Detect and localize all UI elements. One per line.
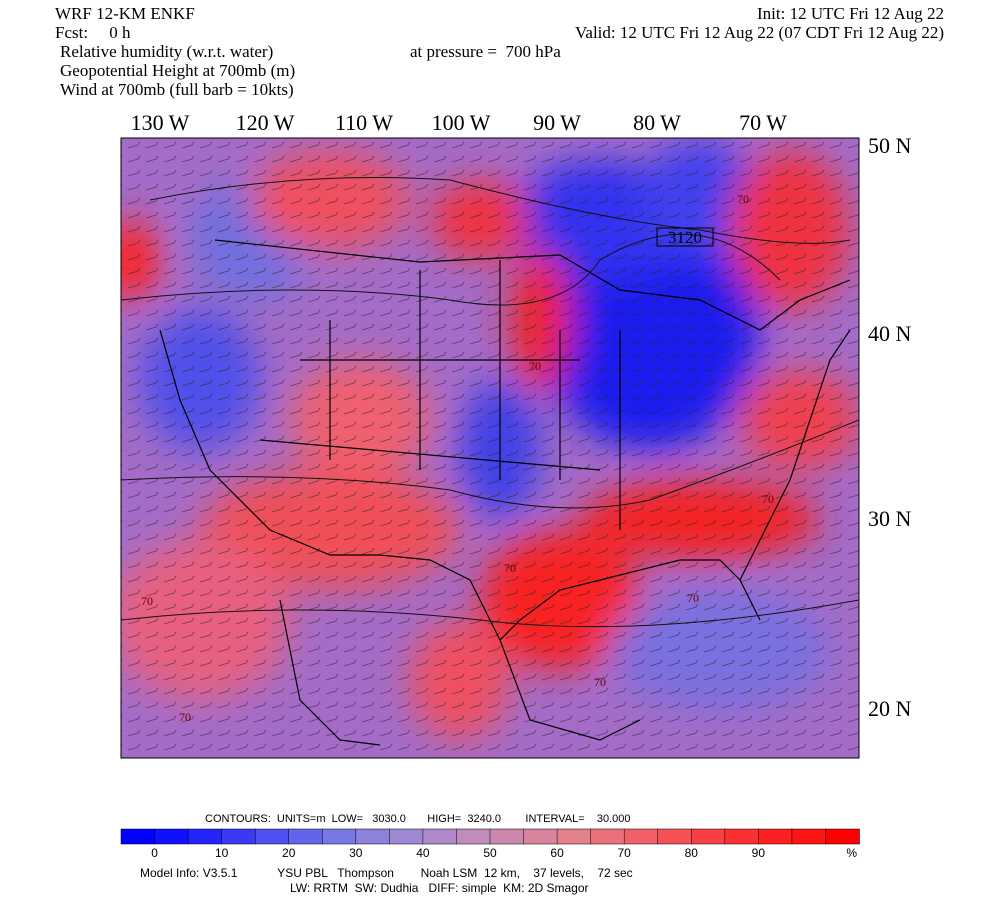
header-line: Wind at 700mb (full barb = 10kts) bbox=[60, 80, 294, 99]
colorbar-box bbox=[623, 828, 659, 845]
header-line: Fcst: 0 h bbox=[55, 23, 131, 42]
colorbar-box bbox=[590, 828, 625, 845]
colorbar-box bbox=[758, 828, 793, 845]
colorbar-label: 90 bbox=[752, 846, 766, 860]
colorbar-box bbox=[489, 828, 525, 845]
contour-label: 70 bbox=[179, 710, 191, 724]
colorbar-box bbox=[187, 828, 223, 845]
boundaries bbox=[159, 239, 851, 746]
colorbar-box bbox=[254, 828, 290, 845]
colorbar-label: 20 bbox=[282, 846, 296, 860]
header-line: Valid: 12 UTC Fri 12 Aug 22 (07 CDT Fri … bbox=[575, 23, 944, 42]
colorbar-label: 80 bbox=[685, 846, 699, 860]
contour-label: 70 bbox=[504, 561, 516, 575]
map: 3120 70 70 70 70 70 70 70 70 bbox=[121, 138, 859, 758]
contours-info: CONTOURS: UNITS=m LOW= 3030.0 HIGH= 3240… bbox=[205, 813, 631, 825]
longitude-label: 120 W bbox=[236, 110, 295, 135]
colorbar-label: 40 bbox=[416, 846, 430, 860]
model-info: LW: RRTM SW: Dudhia DIFF: simple KM: 2D … bbox=[290, 881, 589, 895]
colorbar-box bbox=[456, 828, 491, 845]
colorbar-box bbox=[791, 828, 827, 845]
contour-label: 70 bbox=[687, 591, 699, 605]
header-line: Relative humidity (w.r.t. water) bbox=[60, 42, 273, 61]
latitude-label: 40 N bbox=[868, 321, 912, 346]
longitude-label: 130 W bbox=[131, 110, 190, 135]
header: WRF 12-KM ENKF Fcst: 0 h Relative humidi… bbox=[55, 4, 944, 99]
colorbar-box bbox=[825, 828, 860, 845]
colorbar-box bbox=[691, 828, 726, 845]
colorbar-box bbox=[657, 828, 693, 845]
longitude-label: 100 W bbox=[432, 110, 491, 135]
model-info: Model Info: V3.5.1 YSU PBL Thompson Noah… bbox=[140, 866, 633, 880]
colorbar-box bbox=[389, 828, 424, 845]
footer: CONTOURS: UNITS=m LOW= 3030.0 HIGH= 3240… bbox=[120, 813, 860, 895]
colorbar-label: 0 bbox=[151, 846, 158, 860]
longitude-label: 80 W bbox=[633, 110, 681, 135]
colorbar-label: 10 bbox=[215, 846, 229, 860]
contour-labels: 3120 70 70 70 70 70 70 70 70 bbox=[141, 192, 774, 724]
longitude-label: 110 W bbox=[335, 110, 393, 135]
colorbar-label: 30 bbox=[349, 846, 363, 860]
colorbar-box bbox=[724, 828, 760, 845]
longitude-labels: 130 W 120 W 110 W 100 W 90 W 80 W 70 W bbox=[131, 110, 788, 135]
contour-label: 70 bbox=[594, 675, 606, 689]
longitude-label: 70 W bbox=[739, 110, 787, 135]
colorbar-box bbox=[120, 828, 156, 845]
latitude-label: 50 N bbox=[868, 133, 912, 158]
colorbar-box bbox=[322, 828, 357, 845]
colorbar-label: 60 bbox=[550, 846, 564, 860]
colorbar-box bbox=[154, 828, 189, 845]
contour-label: 70 bbox=[529, 359, 541, 373]
contour-label: 3120 bbox=[668, 228, 702, 247]
colorbar-box bbox=[221, 828, 256, 845]
colorbar-box bbox=[422, 828, 458, 845]
map-frame bbox=[120, 137, 860, 759]
header-line: Geopotential Height at 700mb (m) bbox=[60, 61, 295, 80]
latitude-label: 20 N bbox=[868, 696, 912, 721]
contour-label: 70 bbox=[737, 192, 749, 206]
colorbar-label: 50 bbox=[483, 846, 497, 860]
colorbar-box bbox=[523, 828, 558, 845]
header-line: WRF 12-KM ENKF bbox=[55, 4, 195, 23]
contour-label: 70 bbox=[762, 492, 774, 506]
colorbar-unit: % bbox=[846, 846, 857, 860]
colorbar-box bbox=[355, 828, 391, 845]
height-contours bbox=[121, 177, 859, 628]
longitude-label: 90 W bbox=[533, 110, 581, 135]
colorbar-box bbox=[556, 828, 592, 845]
latitude-labels: 50 N 40 N 30 N 20 N bbox=[868, 133, 912, 721]
header-line: Init: 12 UTC Fri 12 Aug 22 bbox=[757, 4, 944, 23]
latitude-label: 30 N bbox=[868, 506, 912, 531]
colorbar-label: 70 bbox=[618, 846, 632, 860]
wind-barbs bbox=[121, 138, 859, 758]
header-line: at pressure = 700 hPa bbox=[410, 42, 561, 61]
contour-label: 70 bbox=[141, 594, 153, 608]
colorbar-box bbox=[288, 828, 324, 845]
